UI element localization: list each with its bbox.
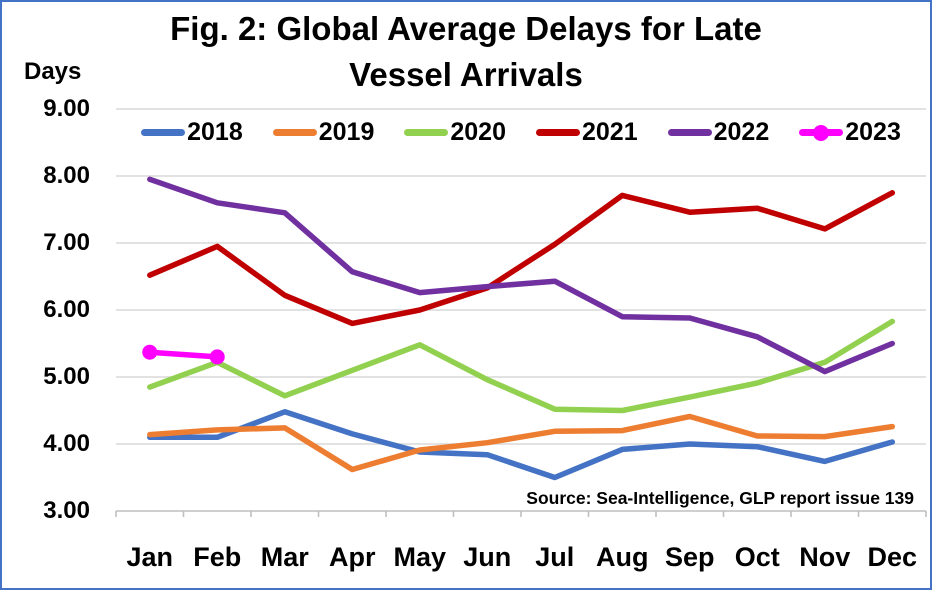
legend-label: 2023 bbox=[845, 118, 901, 146]
y-tick-label: 6.00 bbox=[43, 296, 90, 323]
legend-line-swatch bbox=[141, 129, 186, 136]
y-axis-title: Days bbox=[24, 58, 82, 85]
month-label: Jun bbox=[463, 542, 512, 572]
month-label: Mar bbox=[260, 542, 309, 572]
x-axis-labels: Jan Feb Mar Apr May Jun Jul Aug Sep Oct … bbox=[116, 542, 926, 573]
chart-legend: 2018 2019 2020 2021 2022 2023 bbox=[116, 118, 926, 147]
legend-label: 2020 bbox=[450, 118, 506, 146]
month-label: Apr bbox=[329, 542, 376, 572]
y-tick-label: 9.00 bbox=[43, 95, 90, 122]
legend-line-swatch bbox=[667, 129, 712, 136]
legend-marker-dot bbox=[813, 124, 830, 141]
legend-label: 2018 bbox=[187, 118, 243, 146]
month-label: Jul bbox=[535, 542, 575, 572]
legend-item-2022: 2022 bbox=[667, 118, 770, 147]
legend-item-2020: 2020 bbox=[404, 118, 506, 147]
legend-item-2019: 2019 bbox=[272, 118, 375, 147]
legend-label: 2022 bbox=[713, 118, 770, 146]
y-tick-label: 5.00 bbox=[43, 363, 90, 390]
legend-line-swatch bbox=[272, 129, 317, 136]
month-label: Nov bbox=[799, 542, 851, 572]
month-label: May bbox=[393, 542, 447, 572]
y-tick-label: 4.00 bbox=[43, 430, 90, 457]
chart-title-line1: Fig. 2: Global Average Delays for Late bbox=[170, 10, 762, 47]
legend-label: 2019 bbox=[318, 118, 375, 146]
month-label: Dec bbox=[867, 542, 918, 572]
legend-item-2018: 2018 bbox=[141, 118, 243, 147]
chart-title-line2: Vessel Arrivals bbox=[349, 56, 583, 93]
chart-title: Fig. 2: Global Average Delays for Late V… bbox=[2, 6, 930, 98]
month-label: Aug bbox=[596, 542, 649, 572]
month-label: Feb bbox=[193, 542, 242, 572]
y-tick-label: 7.00 bbox=[43, 229, 90, 256]
source-note: Source: Sea-Intelligence, GLP report iss… bbox=[526, 488, 914, 508]
y-tick-label: 8.00 bbox=[43, 162, 90, 189]
y-tick-label: 3.00 bbox=[43, 497, 90, 524]
month-label: Sep bbox=[664, 542, 715, 572]
month-label: Jan bbox=[126, 542, 174, 572]
legend-line-swatch bbox=[536, 129, 580, 136]
legend-item-2021: 2021 bbox=[536, 118, 638, 147]
legend-item-2023: 2023 bbox=[799, 118, 901, 147]
legend-label: 2021 bbox=[582, 118, 638, 146]
legend-line-swatch bbox=[404, 129, 449, 136]
legend-line-marker-swatch bbox=[799, 124, 844, 141]
month-label: Oct bbox=[734, 542, 780, 572]
